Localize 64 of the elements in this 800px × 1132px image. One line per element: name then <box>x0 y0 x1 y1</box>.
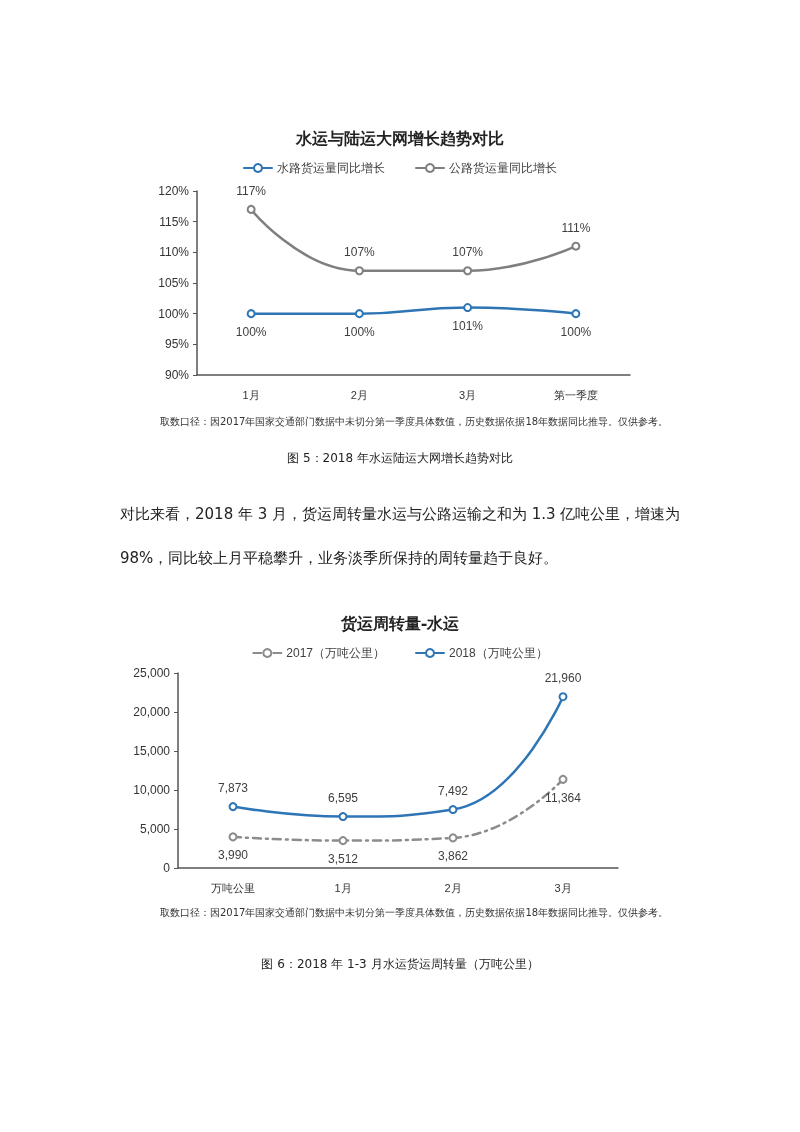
point <box>228 802 238 812</box>
text: 取数口径：因2017年国家交通部门数据中未切分第一季度具体数值，历史数据依据18年数据同比推导。仅供参考。 <box>160 906 670 920</box>
data-label: 3,512 <box>327 852 359 867</box>
data-label: 100% <box>344 325 376 340</box>
point <box>338 812 348 822</box>
y-tick-label: 90% <box>164 368 190 382</box>
legend-label: 2018（万吨公里） <box>449 646 548 660</box>
legend-label: 2017（万吨公里） <box>286 646 386 660</box>
point <box>463 303 473 313</box>
x-tick-label: 1月 <box>242 388 260 401</box>
point <box>246 309 256 319</box>
x-tick-label: 3月 <box>459 388 477 401</box>
data-label: 100% <box>560 325 592 340</box>
text: 对比来看，2018 年 3 月，货运周转量水运与公路运输之和为 1.3 亿吨公里，增速为 98%，同比较上月平稳攀升，业务淡季所保持的周转量趋于良好。 <box>120 505 681 567</box>
legend-label: 水路货运量同比增长 <box>277 161 385 175</box>
y-tick-label: 95% <box>164 337 190 352</box>
x-tick-label: 2月 <box>444 881 462 894</box>
chart-title: 水运与陆运大网增长趋势对比 <box>295 128 504 148</box>
x-tick-label: 3月 <box>554 881 572 894</box>
text: 取数口径：因2017年国家交通部门数据中未切分第一季度具体数值，历史数据依据18年数据同比推导。仅供参考。 <box>160 415 670 429</box>
x-tick-label: 万吨公里 <box>211 881 255 894</box>
y-tick-label: 120% <box>158 184 190 198</box>
y-tick-label: 105% <box>158 276 190 290</box>
x-tick-label: 1月 <box>334 881 352 894</box>
data-label: 100% <box>235 325 267 340</box>
data-label: 117% <box>236 183 267 198</box>
data-label: 107% <box>452 245 484 260</box>
x-tick-label: 2月 <box>350 388 368 401</box>
x-tick-label: 第一季度 <box>553 388 598 401</box>
point <box>228 832 238 842</box>
data-label: 3,862 <box>437 849 469 864</box>
chart-title: 货运周转量-水运 <box>339 613 461 633</box>
y-tick-label: 100% <box>158 306 190 321</box>
point <box>354 309 364 319</box>
point <box>448 805 458 815</box>
data-label: 7,873 <box>217 781 249 796</box>
caption: 图 6：2018 年 1-3 月水运货运周转量（万吨公里） <box>260 956 540 973</box>
data-label: 6,595 <box>327 791 359 806</box>
point <box>448 833 458 843</box>
data-label: 101% <box>452 319 484 334</box>
point <box>338 836 348 846</box>
point <box>246 204 256 214</box>
caption: 图 5：2018 年水运陆运大网增长趋势对比 <box>286 450 514 467</box>
y-tick-label: 5,000 <box>139 822 171 836</box>
data-label: 7,492 <box>437 784 469 799</box>
point <box>463 266 473 276</box>
data-label: 11,364 <box>545 790 582 805</box>
point <box>558 774 568 784</box>
y-tick-label: 0 <box>163 861 171 875</box>
data-label: 107% <box>344 245 376 260</box>
point <box>354 266 364 276</box>
data-label: 3,990 <box>217 848 249 863</box>
point <box>571 241 581 251</box>
y-tick-label: 20,000 <box>133 705 171 719</box>
y-tick-label: 25,000 <box>133 666 171 680</box>
legend-label: 公路货运量同比增长 <box>449 161 557 175</box>
y-tick-label: 110% <box>159 245 190 260</box>
y-tick-label: 115% <box>159 214 190 229</box>
point <box>558 692 568 702</box>
data-label: 111% <box>561 220 591 235</box>
y-tick-label: 10,000 <box>133 783 171 797</box>
data-label: 21,960 <box>544 671 582 686</box>
y-tick-label: 15,000 <box>133 744 171 758</box>
point <box>571 309 581 319</box>
